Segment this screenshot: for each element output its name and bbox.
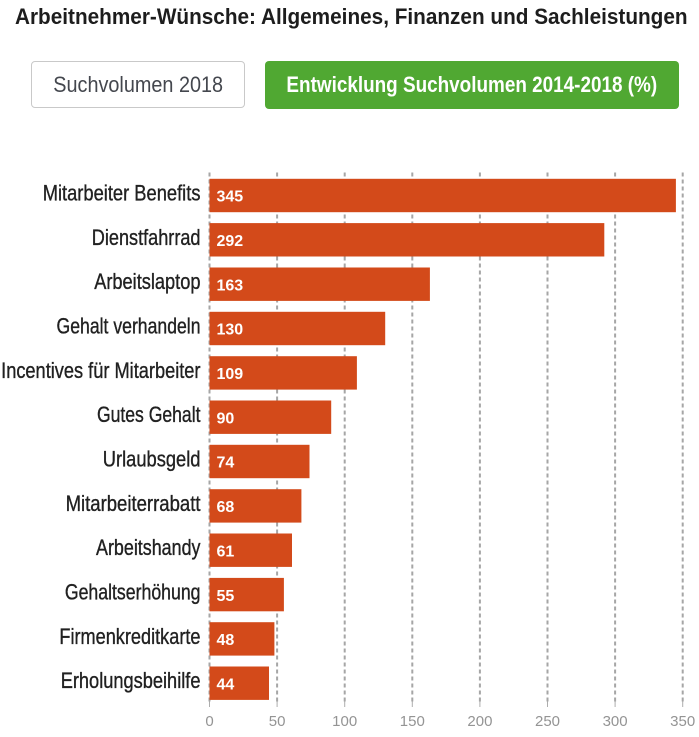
svg-text:48: 48 [217, 632, 235, 649]
svg-text:350: 350 [670, 713, 695, 730]
svg-text:61: 61 [217, 543, 235, 560]
svg-text:Arbeitslaptop: Arbeitslaptop [94, 271, 200, 295]
svg-text:Erholungsbeihilfe: Erholungsbeihilfe [61, 670, 201, 694]
svg-text:Incentives für Mitarbeiter: Incentives für Mitarbeiter [1, 359, 201, 383]
svg-text:0: 0 [205, 713, 213, 730]
svg-text:Dienstfahrrad: Dienstfahrrad [92, 226, 201, 250]
svg-text:90: 90 [217, 410, 235, 427]
svg-text:163: 163 [217, 277, 244, 294]
svg-text:Gehalt verhandeln: Gehalt verhandeln [57, 315, 201, 339]
svg-text:Urlaubsgeld: Urlaubsgeld [103, 448, 201, 472]
svg-text:Mitarbeiter Benefits: Mitarbeiter Benefits [43, 182, 201, 206]
svg-text:Gutes Gehalt: Gutes Gehalt [97, 403, 201, 427]
svg-text:Mitarbeiterrabatt: Mitarbeiterrabatt [66, 493, 201, 517]
svg-text:109: 109 [217, 366, 244, 383]
svg-text:Firmenkreditkarte: Firmenkreditkarte [59, 625, 200, 649]
svg-text:345: 345 [217, 189, 244, 206]
svg-text:55: 55 [217, 588, 235, 605]
svg-text:74: 74 [217, 455, 235, 472]
svg-text:100: 100 [332, 713, 357, 730]
svg-text:292: 292 [217, 233, 244, 250]
svg-text:130: 130 [217, 322, 244, 339]
svg-text:Arbeitshandy: Arbeitshandy [96, 537, 200, 561]
svg-text:68: 68 [217, 499, 235, 516]
svg-text:250: 250 [535, 713, 560, 730]
svg-text:50: 50 [269, 713, 286, 730]
svg-text:Gehaltserhöhung: Gehaltserhöhung [65, 581, 201, 605]
svg-text:200: 200 [467, 713, 492, 730]
svg-text:300: 300 [603, 713, 628, 730]
svg-text:150: 150 [400, 713, 425, 730]
svg-text:44: 44 [217, 676, 235, 693]
